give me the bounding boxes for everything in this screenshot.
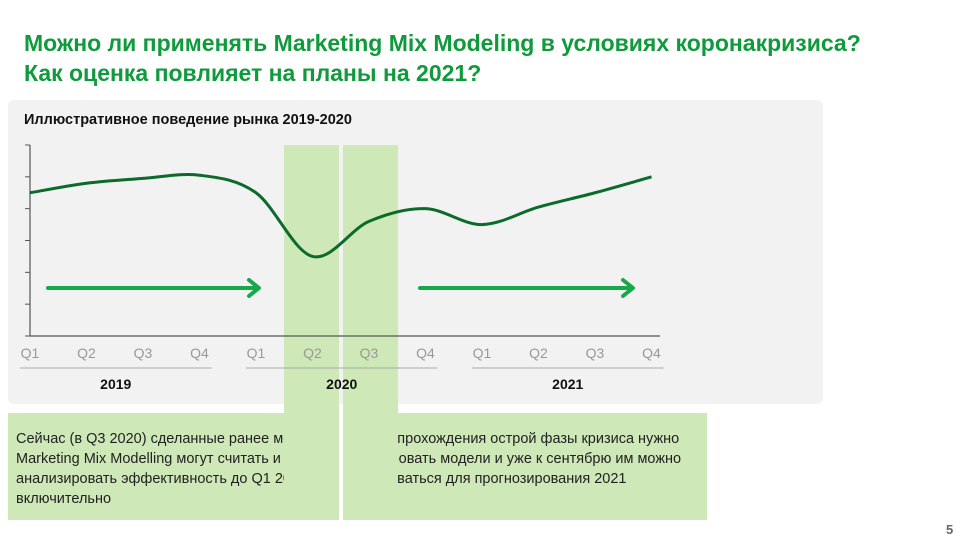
trend-arrow-head [247, 278, 261, 298]
x-tick-label: Q1 [21, 345, 40, 361]
x-tick-label: Q4 [416, 345, 435, 361]
x-tick-label: Q1 [473, 345, 492, 361]
year-label: 2020 [326, 376, 357, 392]
chart-title: Иллюстративное поведение рынка 2019-2020 [24, 112, 352, 128]
x-tick-label: Q2 [77, 345, 96, 361]
page-number: 5 [946, 522, 954, 537]
slide-title: Можно ли применять Marketing Mix Modelin… [24, 28, 861, 88]
highlight-band-q2-2020 [284, 145, 339, 520]
note-right: После прохождения острой фазы кризиса ну… [343, 413, 707, 520]
title-line-1: Можно ли применять Marketing Mix Modelin… [24, 30, 861, 56]
x-tick-label: Q3 [134, 345, 153, 361]
trend-arrow-head [621, 278, 635, 298]
x-tick-label: Q1 [247, 345, 266, 361]
year-label: 2019 [100, 376, 131, 392]
note-left: Сейчас (в Q3 2020) сделанные ранее модел… [8, 413, 338, 520]
chart-panel [8, 100, 823, 404]
x-tick-label: Q3 [360, 345, 379, 361]
x-tick-label: Q4 [190, 345, 209, 361]
x-tick-label: Q3 [586, 345, 605, 361]
market-line [29, 173, 652, 259]
year-label: 2021 [552, 376, 583, 392]
x-tick-label: Q4 [642, 345, 661, 361]
highlight-band-q3-2020 [343, 145, 398, 520]
title-line-2: Как оценка повлияет на планы на 2021? [24, 60, 482, 86]
x-tick-label: Q2 [529, 345, 548, 361]
x-tick-label: Q2 [303, 345, 322, 361]
